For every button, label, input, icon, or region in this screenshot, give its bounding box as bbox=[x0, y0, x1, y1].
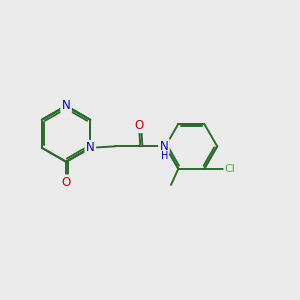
Text: Cl: Cl bbox=[225, 164, 236, 174]
Text: N: N bbox=[62, 99, 70, 112]
Text: H: H bbox=[161, 151, 168, 161]
Text: O: O bbox=[61, 176, 71, 189]
Text: N: N bbox=[86, 141, 95, 154]
Text: N: N bbox=[160, 140, 168, 153]
Text: O: O bbox=[134, 118, 143, 132]
